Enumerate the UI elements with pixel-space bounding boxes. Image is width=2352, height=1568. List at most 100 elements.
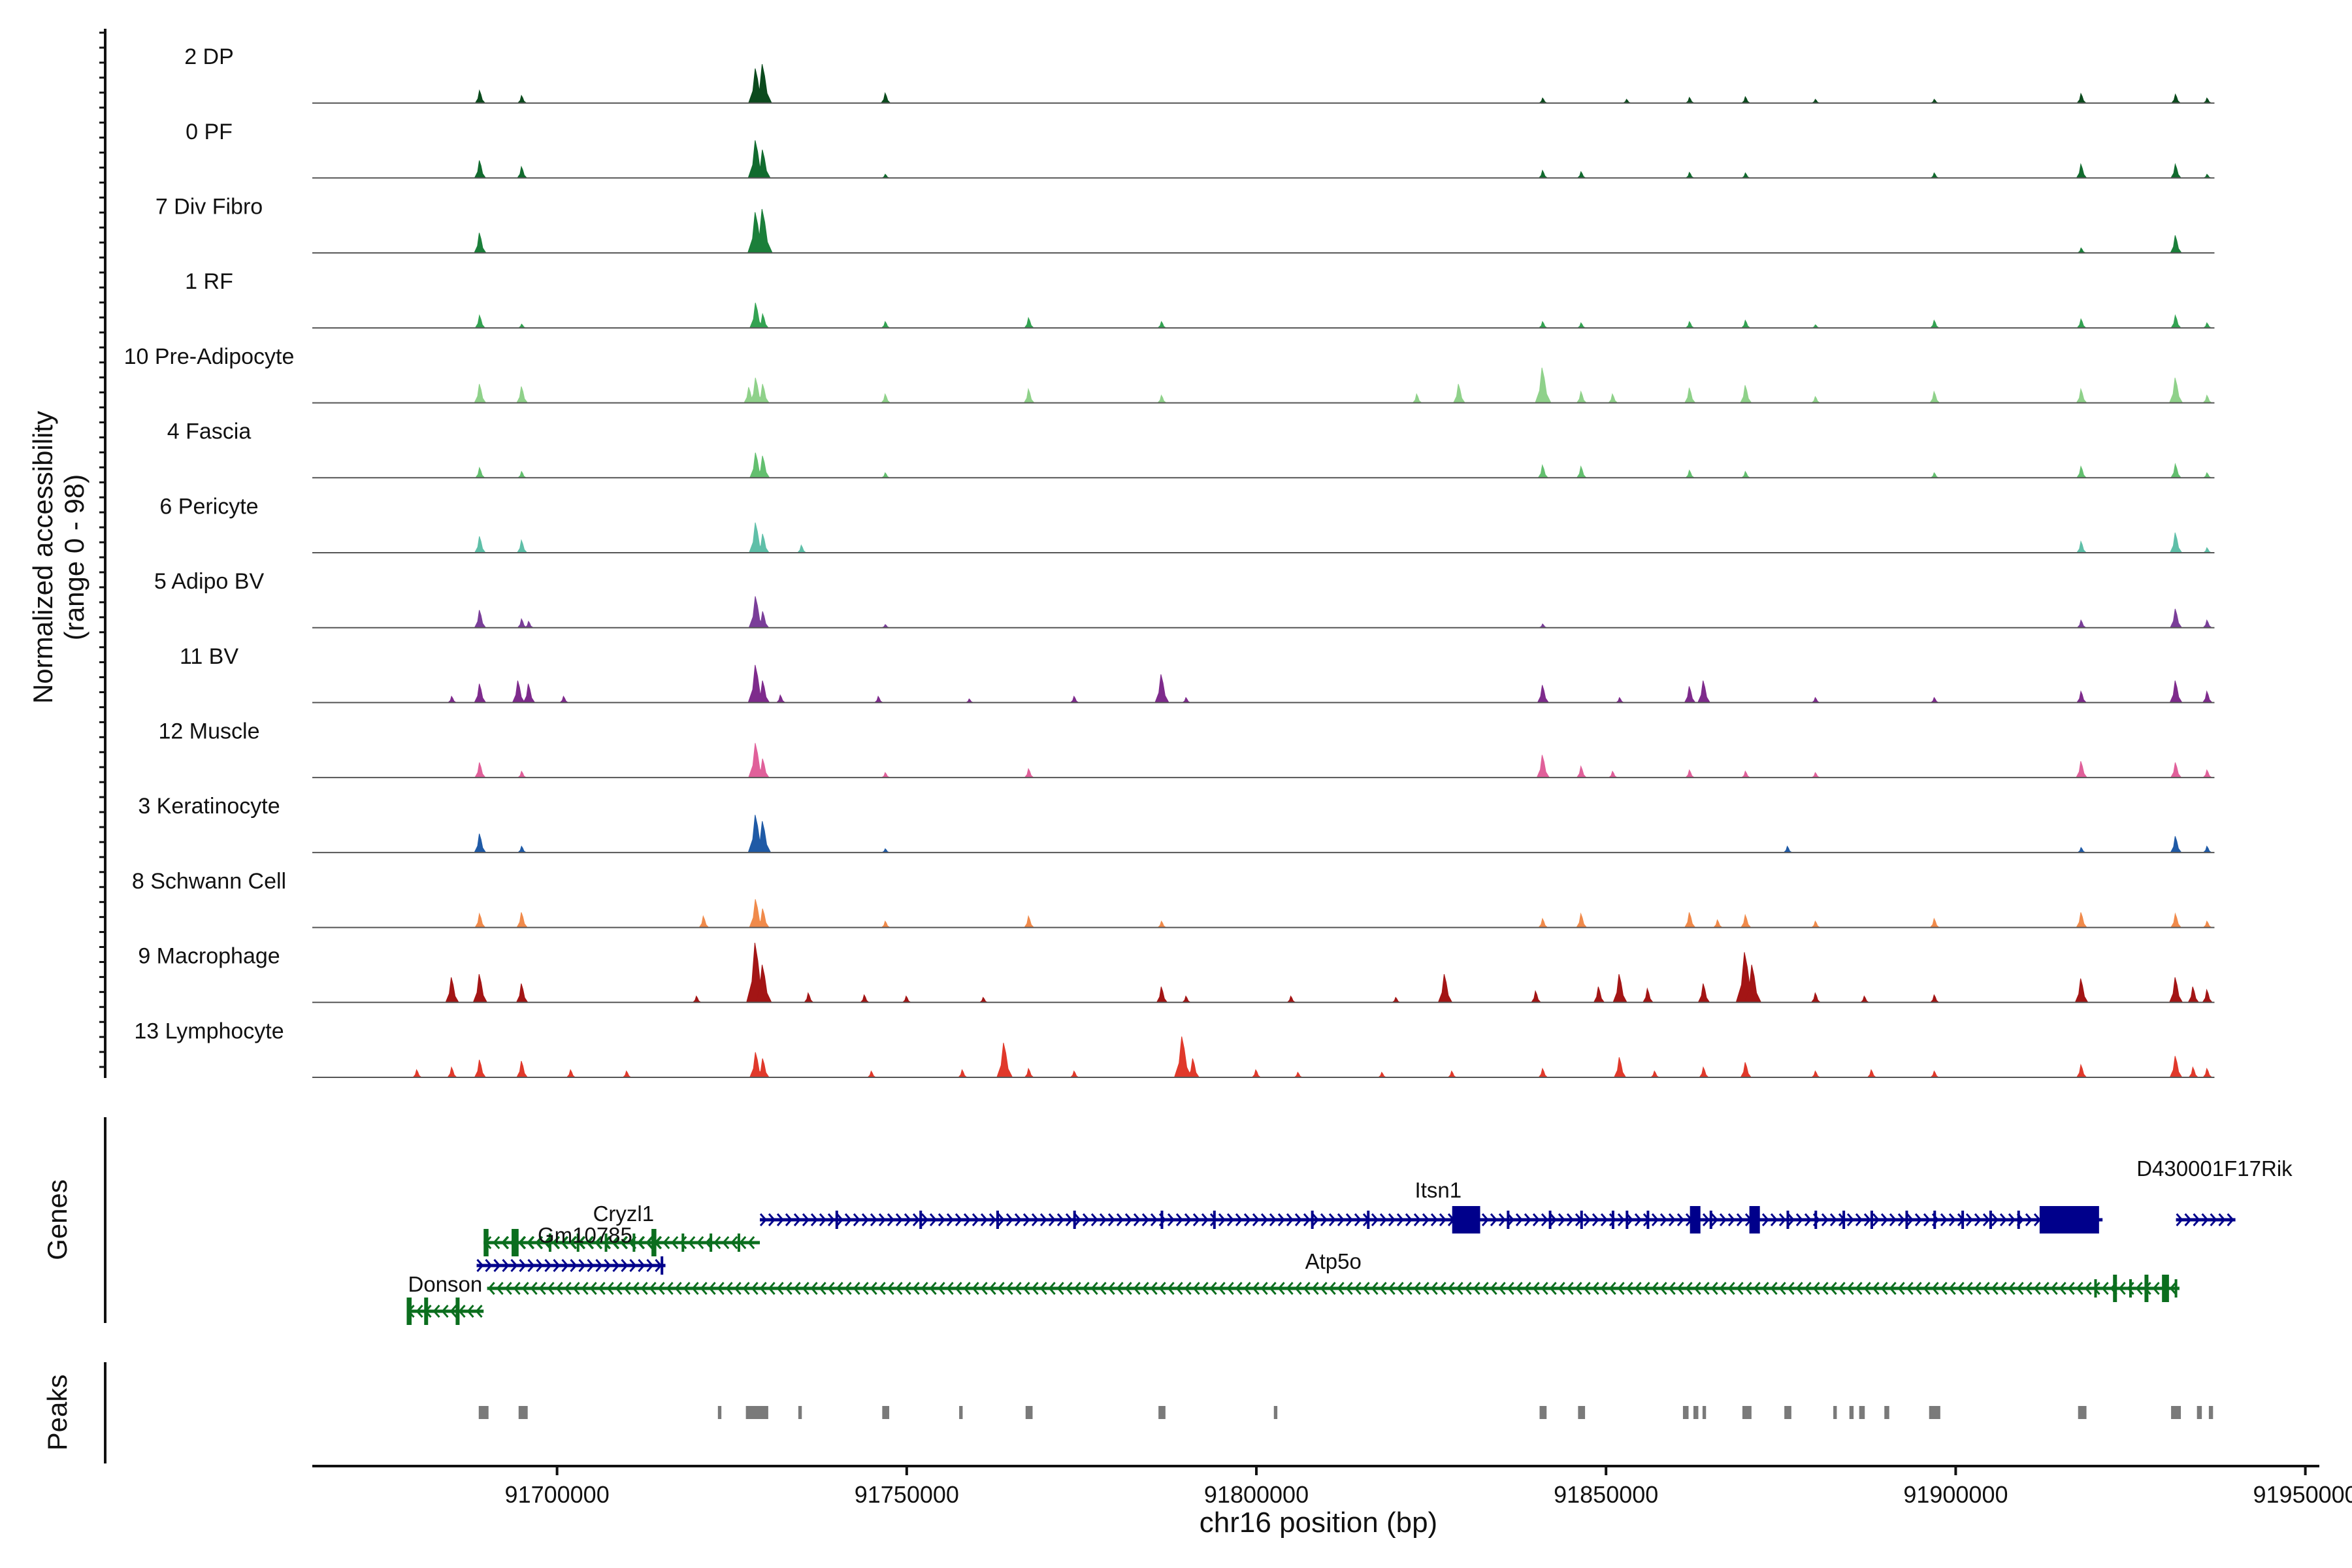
- peak-region: [478, 1406, 489, 1419]
- track-3: 7 Div Fibro: [155, 194, 2215, 254]
- peak-region: [1929, 1406, 1940, 1419]
- track-label: 9 Macrophage: [138, 944, 280, 969]
- coverage-area: [312, 367, 2215, 404]
- peak-region: [1273, 1406, 1278, 1419]
- x-axis-tick-label: 91800000: [1204, 1481, 1309, 1508]
- track-label: 13 Lymphocyte: [134, 1019, 284, 1043]
- exon: [455, 1298, 460, 1325]
- peak-region: [2197, 1406, 2202, 1419]
- coverage-area: [312, 943, 2215, 1003]
- track-2: 0 PF: [186, 120, 2215, 179]
- exon: [1690, 1206, 1701, 1233]
- coverage-area: [312, 815, 2215, 853]
- track-13: 9 Macrophage: [138, 943, 2215, 1004]
- coverage-area: [312, 743, 2215, 778]
- gene-Itsn1: [759, 1206, 2103, 1233]
- gene-label-Atp5o: Atp5o: [1305, 1249, 1362, 1273]
- coverage-area: [312, 302, 2215, 329]
- peak-region: [1784, 1406, 1791, 1419]
- strand-arrows: [2176, 1213, 2234, 1226]
- track-12: 8 Schwann Cell: [132, 869, 2215, 928]
- coverage-area: [312, 140, 2215, 178]
- track-label: 2 DP: [184, 44, 234, 69]
- track-14: 13 Lymphocyte: [134, 1019, 2215, 1078]
- coverage-area: [312, 64, 2215, 104]
- exon: [406, 1298, 412, 1325]
- peak-region: [798, 1406, 802, 1419]
- track-1: 2 DP: [184, 44, 2215, 104]
- peak-region: [882, 1406, 890, 1419]
- exon: [2162, 1275, 2169, 1302]
- coverage-area: [312, 452, 2215, 478]
- gene-Gm10785: [501, 1236, 662, 1249]
- track-10: 12 Muscle: [159, 719, 2215, 779]
- coverage-area: [312, 596, 2215, 629]
- track-5: 10 Pre-Adipocyte: [124, 344, 2215, 404]
- peak-region: [2208, 1406, 2213, 1419]
- track-label: 7 Div Fibro: [155, 194, 263, 219]
- track-label: 11 BV: [180, 644, 238, 669]
- exon: [483, 1229, 489, 1256]
- coverage-area: [312, 1036, 2215, 1078]
- coverage-area: [312, 899, 2215, 928]
- peak-region: [2171, 1406, 2181, 1419]
- track-label: 1 RF: [185, 269, 233, 294]
- coverage-y-axis: [99, 29, 106, 1078]
- y-axis-title-line1: Normalized accessibility: [27, 411, 58, 704]
- x-axis: 91700000 91750000 91800000 91850000 91900000…: [312, 1465, 2352, 1539]
- peak-region: [1849, 1406, 1854, 1419]
- track-label: 6 Pericyte: [159, 494, 258, 519]
- gene-label-D430001F17Rik: D430001F17Rik: [2136, 1156, 2293, 1181]
- track-8: 5 Adipo BV: [154, 569, 2215, 629]
- coverage-area: [312, 522, 2215, 553]
- strand-arrows: [476, 1259, 662, 1272]
- gene-D430001F17Rik: [2176, 1213, 2236, 1226]
- track-label: 10 Pre-Adipocyte: [124, 344, 295, 369]
- peak-region: [1833, 1406, 1837, 1419]
- peak-region: [745, 1406, 768, 1419]
- exon: [2039, 1206, 2099, 1233]
- peak-region: [959, 1406, 963, 1419]
- peak-region: [2078, 1406, 2087, 1419]
- x-axis-ticks: 91700000 91750000 91800000 91850000 91900000…: [505, 1466, 2352, 1508]
- peak-region: [1158, 1406, 1166, 1419]
- x-axis-tick-label: 91850000: [1554, 1481, 1658, 1508]
- gene-label-Gm10785: Gm10785: [538, 1223, 632, 1247]
- gene-Donson: [406, 1298, 484, 1325]
- peak-region: [1884, 1406, 1889, 1419]
- exon: [1452, 1206, 1480, 1233]
- exon: [2144, 1275, 2149, 1302]
- track-7: 6 Pericyte: [159, 494, 2215, 553]
- y-axis-title: Normalized accessibility (range 0 - 98): [27, 411, 90, 704]
- track-4: 1 RF: [185, 269, 2215, 329]
- track-label: 4 Fascia: [167, 419, 252, 444]
- track-label: 8 Schwann Cell: [132, 869, 286, 894]
- peak-regions: [478, 1406, 2213, 1419]
- track-label: 12 Muscle: [159, 719, 260, 743]
- coverage-area: [312, 664, 2215, 703]
- track-label: 0 PF: [186, 120, 233, 144]
- exon: [2113, 1275, 2117, 1302]
- peak-region: [1025, 1406, 1033, 1419]
- peaks-panel: Peaks: [42, 1362, 2213, 1463]
- gene-label-Donson: Donson: [408, 1272, 482, 1296]
- gene-label-Cryzl1: Cryzl1: [593, 1201, 655, 1226]
- track-label: 3 Keratinocyte: [138, 794, 280, 819]
- x-axis-tick-label: 91900000: [1903, 1481, 2008, 1508]
- gene-Atp5o: [487, 1275, 2180, 1302]
- peak-region: [1693, 1406, 1699, 1419]
- strand-arrows: [501, 1236, 662, 1249]
- peak-region: [1702, 1406, 1707, 1419]
- coverage-y-axis-ticks: [99, 31, 105, 1068]
- strand-arrows: [759, 1213, 2101, 1226]
- peak-region: [1742, 1406, 1752, 1419]
- peaks-panel-label: Peaks: [42, 1375, 73, 1451]
- track-6: 4 Fascia: [167, 419, 2215, 479]
- coverage-tracks: 2 DP 0 PF 7 Div Fibro 1 RF 10 Pre-Adipocyte 4…: [124, 44, 2215, 1078]
- genes-panel-label: Genes: [42, 1179, 73, 1260]
- x-axis-tick-label: 91950000: [2253, 1481, 2352, 1508]
- exon: [424, 1298, 429, 1325]
